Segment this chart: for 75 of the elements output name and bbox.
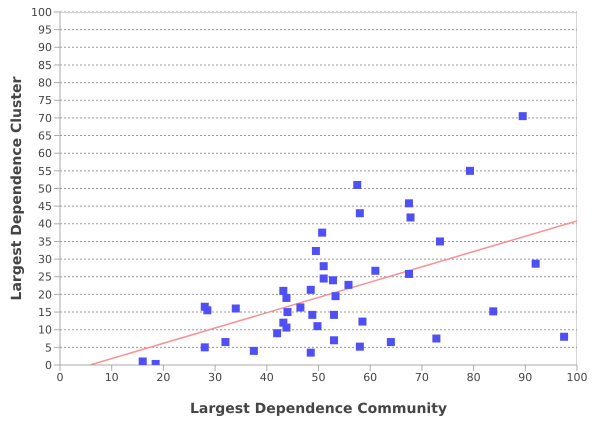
point bbox=[296, 303, 304, 312]
point bbox=[560, 332, 568, 341]
point bbox=[332, 292, 340, 300]
point bbox=[313, 322, 322, 330]
y-tick-label: 45 bbox=[38, 200, 52, 214]
point bbox=[320, 274, 328, 283]
point bbox=[318, 228, 326, 237]
y-tick-label: 95 bbox=[38, 24, 52, 37]
point bbox=[138, 357, 147, 365]
y-tick-label: 5 bbox=[45, 341, 52, 354]
y-tick-label: 35 bbox=[38, 235, 52, 248]
point bbox=[273, 329, 282, 338]
point bbox=[353, 180, 362, 189]
x-tick-label: 10 bbox=[104, 370, 119, 384]
point bbox=[282, 324, 290, 332]
point bbox=[356, 209, 364, 218]
y-tick-label: 15 bbox=[38, 306, 52, 319]
point bbox=[306, 348, 315, 357]
x-tick-label: 70 bbox=[414, 370, 429, 384]
point bbox=[200, 343, 209, 352]
x-tick-label: 30 bbox=[208, 370, 222, 384]
point bbox=[489, 307, 498, 316]
y-tick-label: 60 bbox=[38, 147, 52, 160]
x-tick-label: 50 bbox=[312, 370, 326, 384]
y-tick-label: 10 bbox=[38, 324, 52, 337]
point bbox=[203, 306, 212, 314]
y-tick-label: 85 bbox=[38, 58, 52, 72]
x-axis-title: Largest Dependence Community bbox=[190, 401, 448, 417]
y-tick-label: 30 bbox=[38, 253, 52, 266]
point bbox=[386, 338, 395, 346]
point bbox=[282, 294, 290, 302]
y-tick-label: 65 bbox=[38, 129, 52, 142]
x-tick-label: 20 bbox=[156, 370, 170, 384]
point bbox=[232, 304, 240, 313]
point bbox=[221, 338, 230, 346]
point bbox=[466, 166, 474, 175]
point bbox=[308, 310, 316, 319]
y-tick-label: 40 bbox=[38, 218, 52, 231]
x-tick-label: 60 bbox=[363, 370, 378, 384]
y-tick-label: 0 bbox=[45, 358, 52, 372]
point bbox=[283, 308, 292, 316]
point bbox=[250, 346, 258, 355]
point bbox=[344, 280, 352, 289]
point bbox=[358, 318, 366, 326]
point bbox=[356, 342, 364, 351]
point bbox=[330, 310, 338, 319]
point bbox=[279, 286, 288, 295]
y-tick-label: 50 bbox=[38, 182, 52, 196]
point bbox=[436, 237, 444, 246]
point bbox=[404, 270, 413, 278]
x-tick-label: 80 bbox=[466, 370, 481, 384]
x-tick-label: 90 bbox=[518, 370, 532, 384]
y-tick-label: 20 bbox=[38, 288, 52, 302]
y-tick-label: 100 bbox=[31, 6, 52, 19]
y-tick-label: 25 bbox=[38, 270, 52, 284]
point bbox=[371, 266, 380, 275]
point bbox=[306, 286, 315, 294]
point bbox=[330, 336, 338, 344]
x-tick-label: 100 bbox=[566, 370, 588, 384]
x-tick-label: 40 bbox=[260, 370, 274, 384]
point bbox=[432, 334, 440, 343]
y-tick-label: 55 bbox=[38, 164, 52, 178]
y-tick-label: 75 bbox=[38, 94, 52, 108]
y-tick-label: 70 bbox=[38, 112, 52, 125]
point bbox=[320, 262, 328, 270]
point bbox=[406, 213, 415, 222]
y-tick-label: 80 bbox=[38, 76, 52, 90]
point bbox=[518, 112, 527, 120]
point bbox=[312, 246, 320, 255]
y-tick-label: 90 bbox=[38, 41, 52, 54]
point bbox=[404, 199, 413, 208]
point bbox=[532, 260, 540, 268]
y-axis-title: Largest Dependence Cluster bbox=[8, 76, 25, 300]
x-tick-label: 0 bbox=[56, 370, 64, 384]
point bbox=[328, 276, 337, 284]
